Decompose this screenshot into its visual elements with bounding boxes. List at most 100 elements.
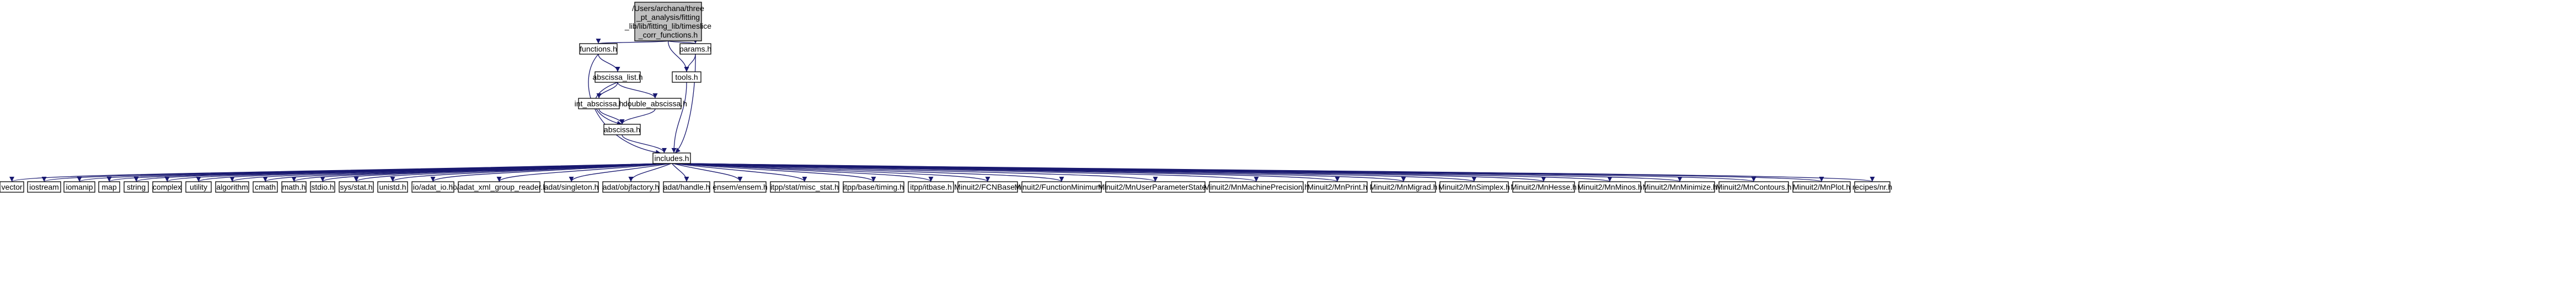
node-label: Minuit2/MnUserParameterState.h	[1098, 183, 1213, 192]
node-mnminimize[interactable]: Minuit2/MnMinimize.h	[1642, 181, 1717, 193]
node-mnmigrad[interactable]: Minuit2/MnMigrad.h	[1370, 181, 1438, 193]
node-box	[1371, 181, 1436, 193]
node-unistd[interactable]: unistd.h	[377, 181, 408, 193]
edge-line	[671, 82, 687, 154]
node-int-abscissa[interactable]: int_abscissa.h	[575, 98, 624, 109]
edge-line	[622, 134, 667, 154]
node-box	[1105, 181, 1206, 193]
node-label: map	[101, 183, 116, 192]
edge-params-to-tools	[684, 54, 696, 72]
node-adat-io[interactable]: io/adat_io.h	[411, 181, 454, 193]
edge-line	[678, 163, 1259, 182]
node-functions[interactable]: functions.h	[579, 43, 618, 55]
node-fmin[interactable]: Minuit2/FunctionMinimum.h	[1014, 181, 1109, 193]
node-sysstat[interactable]: sys/stat.h	[339, 181, 374, 193]
node-label: Minuit2/MnMinos.h	[1577, 183, 1642, 192]
node-handle[interactable]: adat/handle.h	[663, 181, 710, 193]
node-abscissa[interactable]: abscissa.h	[603, 124, 641, 135]
node-box	[770, 181, 839, 193]
node-box	[0, 181, 24, 193]
node-objfactory[interactable]: adat/objfactory.h	[602, 181, 660, 193]
node-label: adat/singleton.h	[544, 183, 599, 192]
node-singleton[interactable]: adat/singleton.h	[544, 181, 599, 193]
node-adat-xml[interactable]: io/adat_xml_group_reader.h	[451, 181, 547, 193]
node-vector[interactable]: vector	[0, 181, 24, 193]
edge-includes-to-sysstat	[354, 163, 668, 182]
edge-line	[674, 163, 876, 182]
node-label: recipes/nr.h	[1852, 183, 1892, 192]
node-label: ensem/ensem.h	[713, 183, 768, 192]
node-label: int_abscissa.h	[575, 99, 624, 108]
node-label: Minuit2/MnContours.h	[1716, 183, 1792, 192]
node-abscissa-list[interactable]: abscissa_list.h	[592, 71, 643, 83]
node-box	[124, 181, 149, 193]
edge-includes-to-misc-stat	[673, 163, 807, 182]
node-box	[652, 152, 691, 164]
node-mnups[interactable]: Minuit2/MnUserParameterState.h	[1098, 181, 1213, 193]
node-box	[602, 181, 660, 193]
node-nr[interactable]: recipes/nr.h	[1852, 181, 1892, 193]
node-cmath[interactable]: cmath	[253, 181, 278, 193]
edge-includes-to-itbase	[674, 163, 934, 182]
node-root: /Users/archana/three_pt_analysis/fitting…	[624, 2, 711, 41]
edge-line	[430, 163, 669, 182]
node-label: functions.h	[580, 45, 617, 54]
node-double-abscissa[interactable]: double_abscissa.h	[623, 98, 687, 109]
node-label: string	[127, 183, 146, 192]
node-mnprec[interactable]: Minuit2/MnMachinePrecision.h	[1204, 181, 1309, 193]
node-utility[interactable]: utility	[185, 181, 212, 193]
node-box	[595, 71, 641, 83]
node-label: math.h	[282, 183, 306, 192]
node-label: _pt_analysis/fitting	[636, 13, 700, 22]
edge-includes-to-fmin	[676, 163, 1064, 182]
node-iomanip[interactable]: iomanip	[63, 181, 95, 193]
node-stdio[interactable]: stdio.h	[310, 181, 335, 193]
node-label: itpp/stat/misc_stat.h	[770, 183, 839, 192]
node-includes[interactable]: includes.h	[652, 152, 691, 164]
node-complex[interactable]: complex	[152, 181, 182, 193]
node-label: /Users/archana/three	[632, 4, 704, 13]
node-box	[411, 181, 454, 193]
node-label: abscissa_list.h	[592, 73, 642, 82]
node-label: Minuit2/MnPrint.h	[1308, 183, 1368, 192]
node-mnplot[interactable]: Minuit2/MnPlot.h	[1792, 181, 1851, 193]
node-mnhesse[interactable]: Minuit2/MnHesse.h	[1511, 181, 1577, 193]
node-mnminos[interactable]: Minuit2/MnMinos.h	[1577, 181, 1642, 193]
edge-line	[354, 163, 668, 182]
node-label: iostream	[29, 183, 59, 192]
node-box	[579, 43, 618, 55]
node-box	[1578, 181, 1641, 193]
node-math[interactable]: math.h	[281, 181, 307, 193]
edge-line	[686, 163, 1875, 182]
node-string[interactable]: string	[124, 181, 149, 193]
node-tools[interactable]: tools.h	[672, 71, 701, 83]
edge-line	[596, 82, 618, 99]
node-label: unistd.h	[379, 183, 406, 192]
node-box	[1645, 181, 1715, 193]
node-label: io/adat_xml_group_reader.h	[451, 183, 547, 192]
node-ensem[interactable]: ensem/ensem.h	[713, 181, 768, 193]
node-algorithm[interactable]: algorithm	[215, 181, 249, 193]
node-timing[interactable]: itpp/base/timing.h	[843, 181, 904, 193]
node-misc-stat[interactable]: itpp/stat/misc_stat.h	[770, 181, 839, 193]
node-label: Minuit2/MnHesse.h	[1511, 183, 1577, 192]
node-mnprint[interactable]: Minuit2/MnPrint.h	[1307, 181, 1368, 193]
node-fcnbase[interactable]: Minuit2/FCNBase.h	[954, 181, 1021, 193]
node-label: Minuit2/MnMigrad.h	[1370, 183, 1438, 192]
node-box	[253, 181, 278, 193]
node-label: utility	[190, 183, 207, 192]
node-label: sys/stat.h	[340, 183, 372, 192]
node-map[interactable]: map	[98, 181, 120, 193]
node-mncontours[interactable]: Minuit2/MnContours.h	[1716, 181, 1792, 193]
node-box	[1854, 181, 1891, 193]
node-iostream[interactable]: iostream	[27, 181, 61, 193]
node-itbase[interactable]: itpp/itbase.h	[908, 181, 954, 193]
node-box	[634, 2, 702, 41]
node-box	[672, 71, 701, 83]
node-label: io/adat_io.h	[413, 183, 453, 192]
edge-line	[677, 163, 1158, 182]
node-label: adat/handle.h	[663, 183, 710, 192]
node-params[interactable]: params.h	[679, 43, 711, 55]
node-mnsimplex[interactable]: Minuit2/MnSimplex.h	[1438, 181, 1510, 193]
edge-line	[672, 163, 743, 182]
